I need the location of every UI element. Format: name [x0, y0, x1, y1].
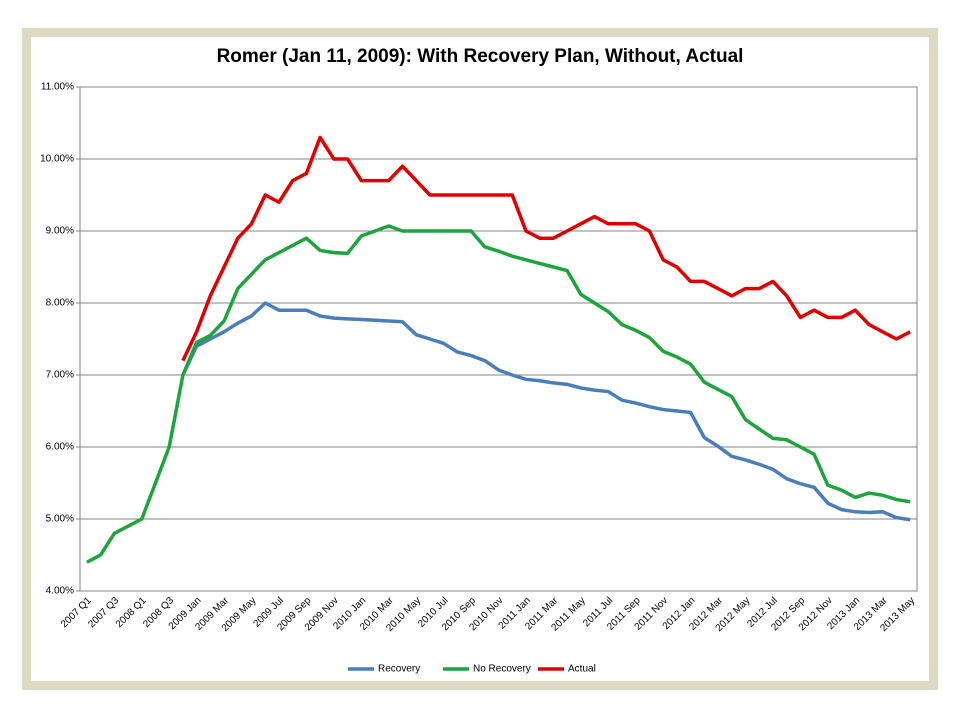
series-line — [181, 301, 911, 522]
plot-background — [79, 86, 918, 592]
legend-label: No Recovery — [473, 664, 531, 675]
y-tick-label: 10.00% — [40, 154, 74, 165]
y-tick-label: 4.00% — [46, 586, 74, 597]
y-tick-label: 11.00% — [41, 82, 74, 93]
series-line — [181, 135, 911, 362]
legend-label: Recovery — [378, 664, 420, 675]
chart-title: Romer (Jan 11, 2009): With Recovery Plan… — [217, 46, 744, 67]
series-line — [86, 224, 911, 564]
legend-label: Actual — [568, 664, 596, 675]
plot-area: 4.00% 5.00% 6.00% 7.00% 8.00% 9.00% 10.00% 11.0… — [40, 82, 918, 675]
y-tick-label: 6.00% — [46, 442, 74, 453]
y-tick-label: 9.00% — [46, 226, 74, 237]
y-tick-label: 7.00% — [46, 370, 74, 381]
y-tick-label: 8.00% — [46, 298, 74, 309]
y-tick-label: 5.00% — [46, 514, 74, 525]
